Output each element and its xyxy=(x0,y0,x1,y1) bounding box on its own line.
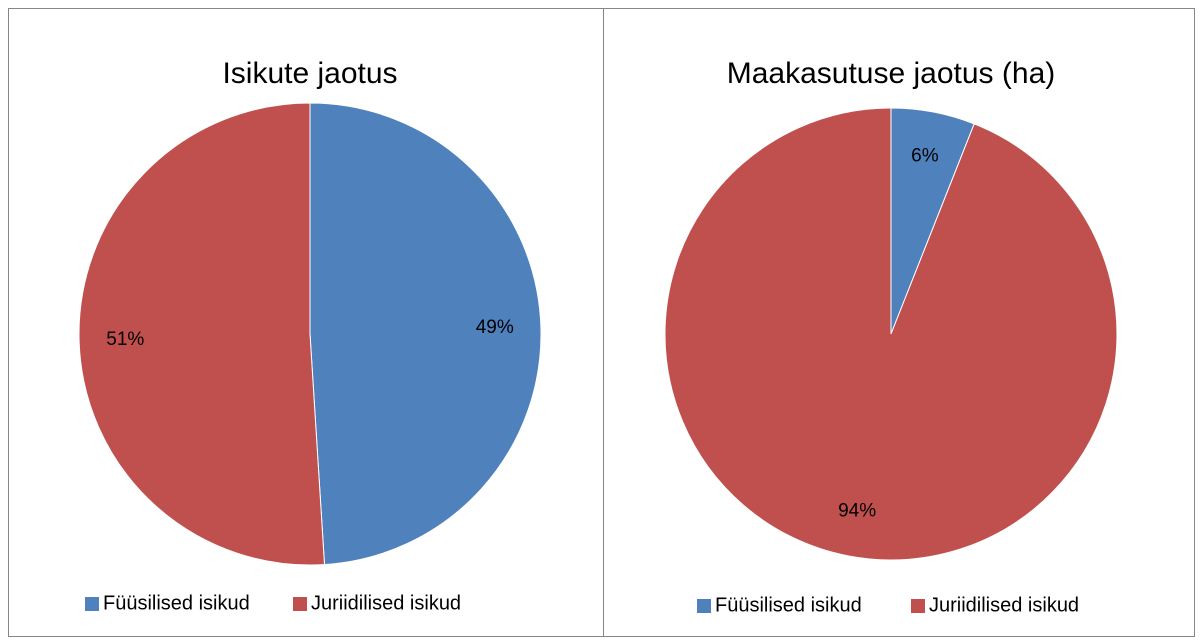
pie-slice xyxy=(664,107,1118,561)
legend-label: Füüsilised isikud xyxy=(715,594,862,616)
legend-label: Juriidilised isikud xyxy=(311,592,461,614)
legend-label: Füüsilised isikud xyxy=(103,592,250,614)
legend-swatch xyxy=(697,599,711,613)
data-label: 51% xyxy=(106,329,144,350)
data-label: 49% xyxy=(476,317,514,338)
data-label: 6% xyxy=(911,145,939,166)
pie-slice xyxy=(78,102,326,566)
legend-swatch xyxy=(85,597,99,611)
legend-swatch xyxy=(911,599,925,613)
chart-title: Isikute jaotus xyxy=(222,57,397,90)
legend-label: Juriidilised isikud xyxy=(929,594,1079,616)
chart-title: Maakasutuse jaotus (ha) xyxy=(727,57,1056,90)
data-label: 94% xyxy=(838,501,876,522)
pie-slice xyxy=(309,102,542,566)
legend-swatch xyxy=(293,597,307,611)
